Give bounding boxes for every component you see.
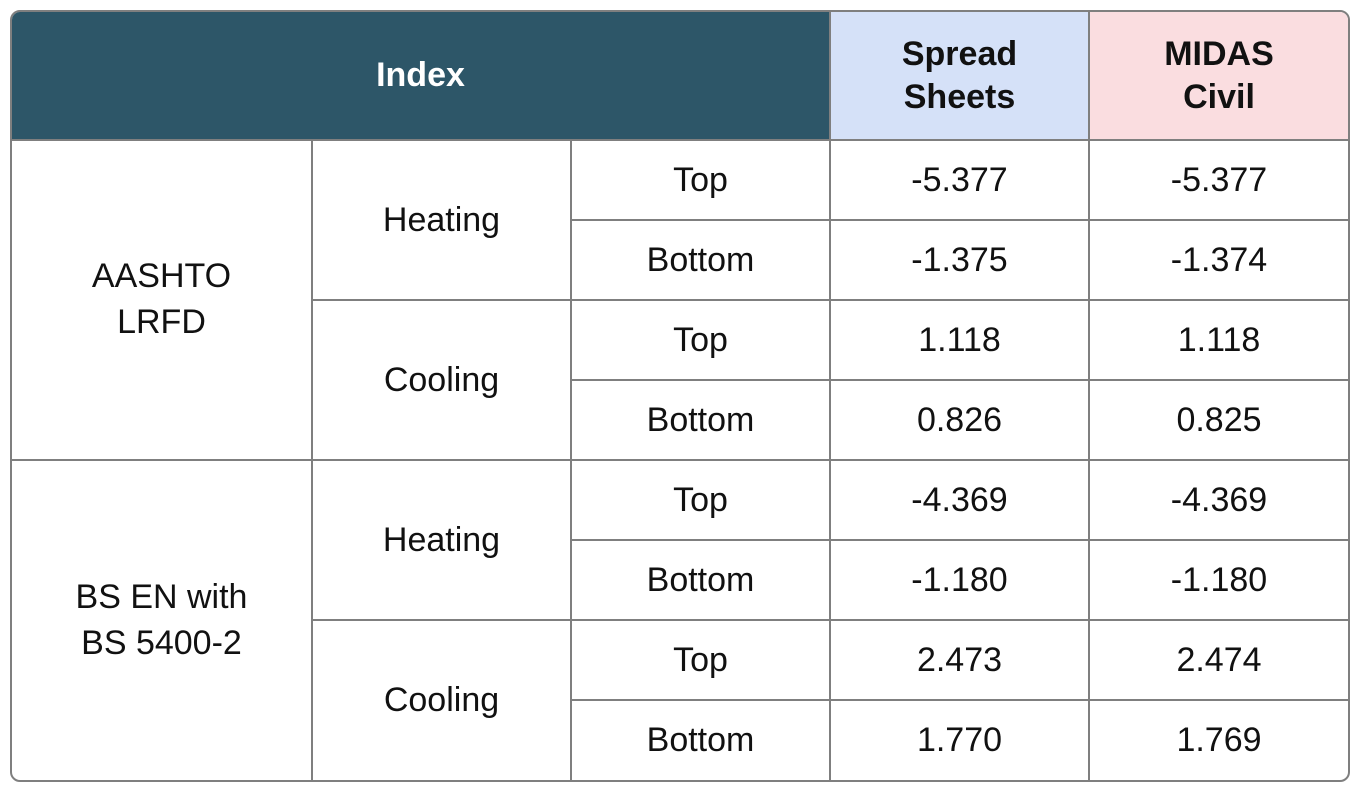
midas-value-cell: -1.374 (1088, 219, 1348, 301)
position-cell: Top (570, 139, 831, 221)
mode-cell-cooling: Cooling (311, 299, 572, 461)
table-row: AASHTO LRFD Heating Top -5.377 -5.377 (12, 139, 1348, 461)
spreadsheets-value-cell: -4.369 (829, 459, 1090, 541)
results-table: Index Spread Sheets MIDAS Civil AASHTO L… (12, 12, 1348, 780)
mode-cell-heating: Heating (311, 459, 572, 621)
spreadsheets-value-cell: 1.770 (829, 699, 1090, 780)
midas-value-cell: 1.769 (1088, 699, 1348, 780)
comparison-table-container: Index Spread Sheets MIDAS Civil AASHTO L… (10, 10, 1350, 782)
table-row: Cooling Top 2.473 2.474 (12, 619, 1348, 780)
table-row: Cooling Top 1.118 1.118 (12, 299, 1348, 461)
index-header: Index (12, 12, 831, 141)
spreadsheets-value-cell: 0.826 (829, 379, 1090, 461)
group-name-cell: AASHTO LRFD (12, 139, 313, 461)
mode-cell-heating: Heating (311, 139, 572, 301)
midas-value-cell: 0.825 (1088, 379, 1348, 461)
position-cell: Bottom (570, 219, 831, 301)
position-cell: Top (570, 619, 831, 701)
spreadsheets-value-cell: -5.377 (829, 139, 1090, 221)
midas-value-cell: -4.369 (1088, 459, 1348, 541)
midas-column-header: MIDAS Civil (1088, 12, 1348, 141)
position-cell: Bottom (570, 539, 831, 621)
spreadsheets-column-header: Spread Sheets (829, 12, 1090, 141)
spreadsheets-value-cell: -1.375 (829, 219, 1090, 301)
mode-cell-cooling: Cooling (311, 619, 572, 780)
position-cell: Top (570, 459, 831, 541)
table-header-row: Index Spread Sheets MIDAS Civil (12, 12, 1348, 141)
midas-value-cell: 2.474 (1088, 619, 1348, 701)
position-cell: Top (570, 299, 831, 381)
group-name-cell: BS EN with BS 5400-2 (12, 459, 313, 780)
midas-value-cell: -5.377 (1088, 139, 1348, 221)
position-cell: Bottom (570, 379, 831, 461)
table-row: BS EN with BS 5400-2 Heating Top -4.369 … (12, 459, 1348, 780)
table-row: Bottom -1.180 -1.180 (12, 539, 1348, 621)
position-cell: Bottom (570, 699, 831, 780)
midas-value-cell: -1.180 (1088, 539, 1348, 621)
spreadsheets-value-cell: -1.180 (829, 539, 1090, 621)
table-row: Bottom 1.770 1.769 (12, 699, 1348, 780)
table-row: Bottom -1.375 -1.374 (12, 219, 1348, 301)
spreadsheets-value-cell: 2.473 (829, 619, 1090, 701)
midas-value-cell: 1.118 (1088, 299, 1348, 381)
spreadsheets-value-cell: 1.118 (829, 299, 1090, 381)
table-row: Bottom 0.826 0.825 (12, 379, 1348, 461)
